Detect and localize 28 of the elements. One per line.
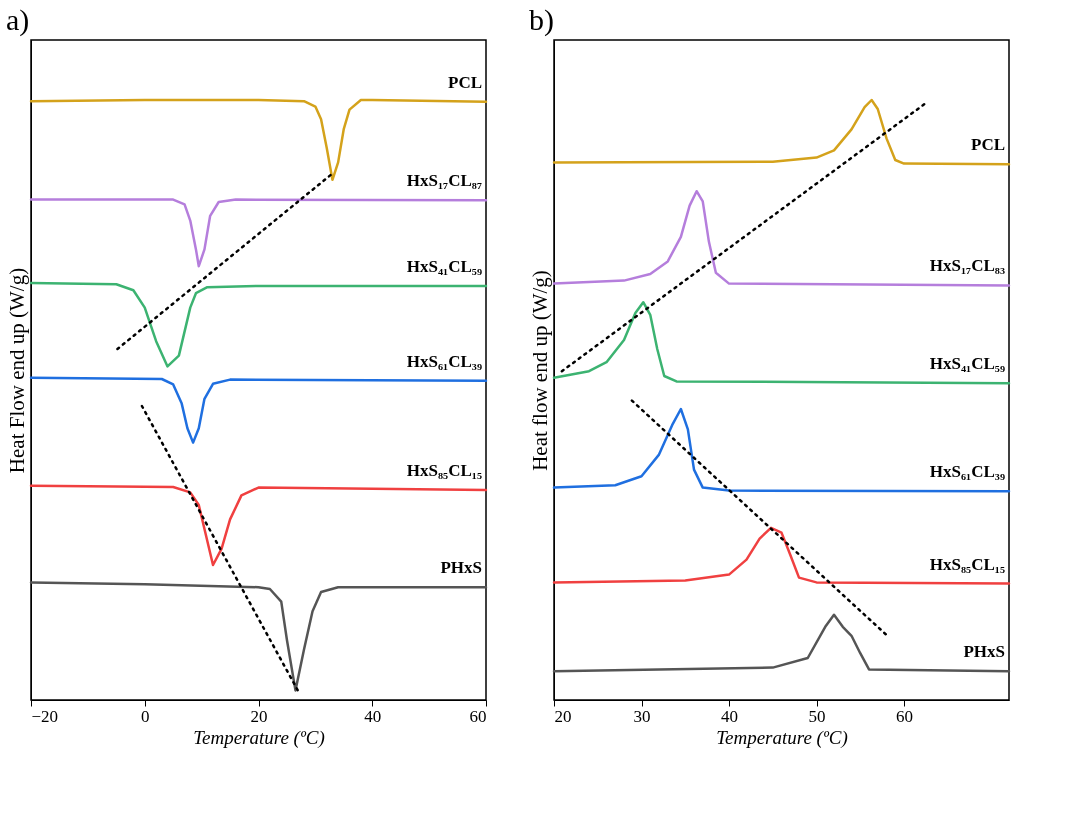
series-label: PCL [448, 72, 482, 92]
chart-title: b) [529, 3, 554, 37]
x-tick-label: 0 [141, 706, 150, 726]
y-axis-title: Heat flow end up (W/g) [527, 270, 552, 471]
x-tick-label: 60 [469, 706, 487, 726]
series-label: HxS₆₁CL₃₉ [929, 462, 1005, 482]
series-label: HxS₄₁CL₅₉ [406, 257, 482, 276]
series-label: PHxS [440, 558, 482, 578]
series-label: HxS₆₁CL₃₉ [406, 351, 482, 371]
series-label: HxS₄₁CL₅₉ [929, 354, 1005, 374]
series-label: PHxS [963, 642, 1005, 662]
series-label: HxS₁₇CL₈₇ [406, 171, 482, 191]
x-axis-title: Temperature (ºC) [193, 726, 325, 749]
x-tick-label: 20 [554, 706, 572, 726]
x-tick-label: 50 [808, 706, 826, 726]
x-tick-label: 60 [896, 706, 913, 726]
series-label: PCL [971, 135, 1005, 155]
x-tick-label: 30 [633, 706, 651, 726]
y-axis-title: Heat Flow end up (W/g) [4, 267, 29, 474]
chart-title: a) [6, 3, 30, 37]
x-tick-label: 20 [250, 706, 268, 726]
series-label: HxS₈₅CL₁₅ [929, 554, 1005, 574]
x-tick-label: −20 [31, 706, 59, 726]
series-label: HxS₈₅CL₁₅ [406, 461, 482, 480]
x-axis-title: Temperature (ºC) [716, 726, 848, 749]
x-tick-label: 40 [721, 706, 738, 726]
x-tick-label: 40 [364, 706, 382, 726]
series-label: HxS₁₇CL₈₃ [929, 256, 1005, 276]
